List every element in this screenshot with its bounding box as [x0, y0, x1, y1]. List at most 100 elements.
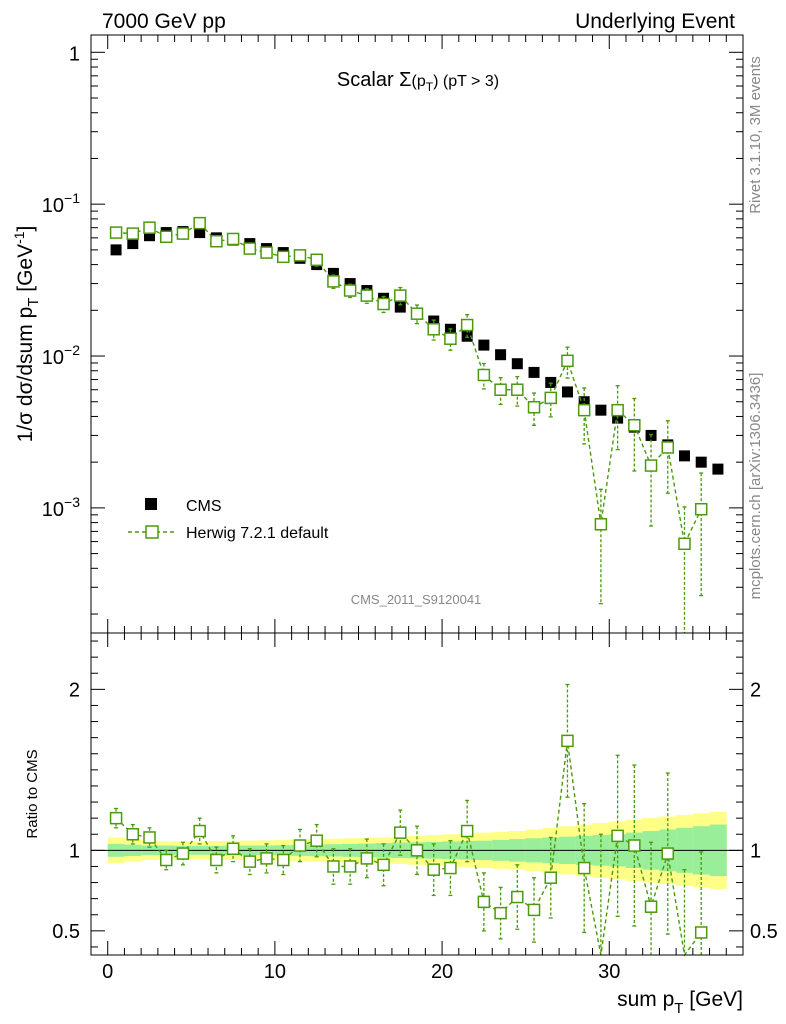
header-left: 7000 GeV pp	[102, 10, 226, 33]
cms-point	[678, 450, 690, 462]
herwig-point	[109, 226, 123, 239]
ratio-y-tick-label: 2	[69, 679, 80, 701]
herwig-point	[243, 242, 257, 255]
herwig-point	[494, 383, 507, 396]
main-y-tick-label: 10−2	[42, 342, 80, 369]
herwig-point	[126, 227, 140, 240]
herwig-point	[410, 307, 424, 320]
herwig-point	[143, 221, 156, 234]
cms-point	[595, 404, 607, 416]
cms-point	[394, 301, 406, 313]
cms-point	[528, 366, 540, 378]
ratio-herwig-point	[427, 863, 440, 876]
ratio-herwig-point	[377, 858, 390, 872]
legend-herwig-label: Herwig 7.2.1 default	[186, 525, 329, 542]
x-tick-label: 30	[598, 961, 620, 983]
herwig-point	[377, 297, 390, 311]
ratio-herwig-point	[243, 855, 257, 868]
main-y-tick-labels: 1 10−1 10−2 10−3	[42, 43, 80, 521]
herwig-point	[360, 289, 374, 302]
herwig-point	[511, 383, 524, 396]
herwig-point	[444, 332, 457, 345]
herwig-point	[477, 368, 491, 382]
ratio-herwig-point	[694, 926, 708, 939]
herwig-point	[594, 518, 608, 531]
herwig-point	[210, 234, 223, 248]
ratio-tick-labels: 0.5 0.51 12 20 10 20 30	[52, 679, 778, 983]
herwig-point	[394, 289, 407, 302]
ratio-herwig-point	[544, 871, 557, 884]
herwig-point	[260, 246, 273, 259]
ratio-herwig-point	[360, 852, 374, 865]
x-axis-label: sum pT [GeV]	[617, 988, 743, 1017]
cms-point	[127, 238, 139, 250]
cms-point	[495, 349, 507, 361]
herwig-point	[277, 250, 290, 264]
cms-point	[478, 339, 490, 351]
x-tick-label: 0	[102, 961, 113, 983]
ratio-y-tick-label-right: 0.5	[750, 921, 778, 943]
ratio-herwig-point	[644, 900, 658, 913]
herwig-point	[460, 318, 474, 332]
ratio-herwig-point	[410, 844, 424, 857]
herwig-point	[293, 249, 307, 262]
mcplots-label: mcplots.cern.ch [arXiv:1306.3436]	[747, 373, 764, 600]
cms-point	[144, 230, 156, 242]
cms-point	[327, 267, 339, 279]
ratio-y-axis-label: Ratio to CMS	[24, 749, 41, 838]
cms-point	[194, 227, 206, 239]
ratio-herwig-point	[343, 860, 357, 873]
herwig-point	[577, 403, 591, 417]
ratio-herwig-point	[444, 861, 457, 875]
cms-point	[578, 396, 590, 408]
plot-title: Scalar Σ(pT) (pT > 3)	[337, 69, 499, 94]
cms-point	[511, 358, 523, 370]
ratio-herwig-point	[159, 853, 173, 867]
ratio-panel-frame	[90, 632, 744, 956]
cms-point	[110, 244, 122, 256]
legend-cms-label: CMS	[186, 498, 222, 515]
herwig-point	[159, 230, 173, 244]
ratio-herwig-point	[143, 831, 156, 844]
ratio-herwig-point	[277, 853, 290, 867]
ratio-herwig-point	[394, 826, 407, 839]
ratio-y-tick-label: 1	[69, 840, 80, 862]
ratio-herwig-point	[126, 828, 140, 841]
main-axis-ticks	[91, 35, 743, 633]
rivet-label: Rivet 3.1.10, 3M events	[747, 56, 764, 214]
ratio-y-tick-label: 0.5	[52, 921, 80, 943]
ratio-herwig-point	[176, 847, 190, 860]
herwig-point	[678, 537, 691, 551]
cms-point	[561, 386, 573, 398]
cms-point	[695, 456, 707, 468]
ratio-y-tick-label-right: 2	[750, 679, 761, 701]
herwig-point	[611, 403, 624, 417]
herwig-point	[661, 441, 675, 454]
herwig-line	[116, 222, 702, 547]
herwig-point	[343, 284, 357, 297]
cms-point	[712, 463, 724, 475]
ratio-herwig-point	[226, 842, 240, 855]
main-y-tick-label: 10−1	[42, 190, 80, 217]
ratio-herwig-point	[460, 824, 474, 838]
herwig-point	[644, 459, 658, 472]
ratio-herwig-point	[310, 834, 323, 847]
ratio-herwig-point	[477, 895, 491, 909]
legend-cms-marker	[145, 498, 157, 510]
herwig-point	[427, 323, 440, 336]
ratio-herwig-point	[293, 839, 307, 852]
main-y-tick-label: 10−3	[42, 494, 80, 521]
ratio-herwig-point	[494, 906, 507, 920]
ratio-herwig-point	[611, 829, 624, 843]
herwig-point	[527, 400, 541, 414]
x-tick-label: 10	[264, 961, 286, 983]
legend-herwig-marker	[145, 525, 159, 539]
ratio-herwig-point	[628, 839, 641, 852]
ratio-herwig-series	[109, 683, 708, 957]
ratio-herwig-point	[210, 853, 223, 867]
ratio-herwig-point	[561, 734, 574, 748]
header-right: Underlying Event	[575, 10, 735, 33]
cms-series	[110, 226, 724, 475]
ratio-herwig-point	[511, 890, 524, 904]
